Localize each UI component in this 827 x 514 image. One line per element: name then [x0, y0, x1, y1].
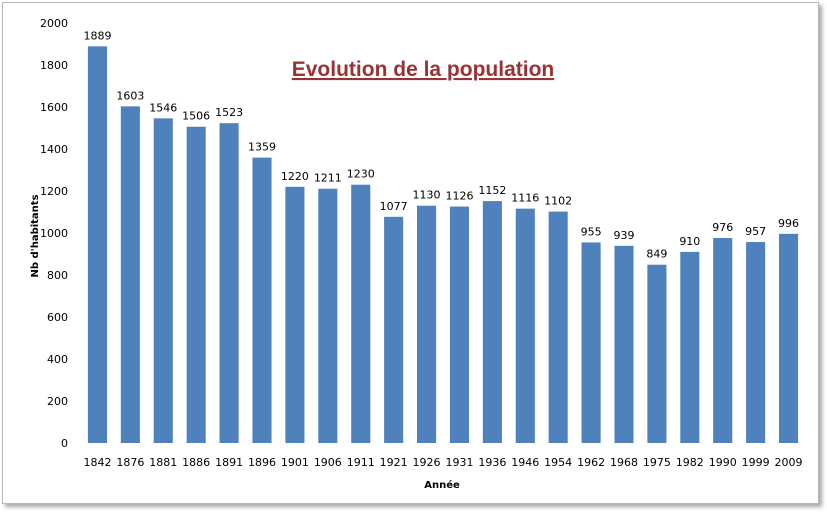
bar-1982	[680, 251, 700, 443]
bar-1911	[351, 184, 371, 443]
bar-1968	[614, 245, 634, 443]
data-label-2009: 996	[778, 217, 799, 230]
x-tick-label: 1876	[116, 456, 144, 469]
data-label-1921: 1077	[380, 200, 408, 213]
chart-title: Evolution de la population	[292, 58, 555, 81]
data-labels: 1889 1603 1546 1506 1523 1359 1220 1211 1230 1077…	[83, 29, 799, 260]
x-tick-label: 1975	[643, 456, 671, 469]
x-tick-label: 1842	[83, 456, 111, 469]
y-tick-label: 1800	[40, 59, 68, 72]
data-label-1886: 1506	[182, 110, 210, 123]
data-label-1896: 1359	[248, 141, 276, 154]
y-tick-label: 800	[47, 269, 68, 282]
y-tick-label: 1200	[40, 185, 68, 198]
data-label-1954: 1102	[544, 195, 572, 208]
data-label-1990: 976	[712, 221, 733, 234]
x-tick-label: 1962	[577, 456, 605, 469]
y-tick-label: 1400	[40, 143, 68, 156]
bar-1990	[713, 238, 733, 443]
y-tick-label: 2000	[40, 17, 68, 30]
bar-1891	[219, 123, 239, 444]
x-tick-label: 1891	[215, 456, 243, 469]
x-tick-label: 1954	[544, 456, 572, 469]
bar-1901	[285, 186, 305, 444]
data-label-1962: 955	[581, 225, 602, 238]
x-tick-label: 1906	[314, 456, 342, 469]
x-axis-title: Année	[424, 479, 460, 491]
bar-1962	[581, 242, 601, 443]
x-tick-label: 1901	[281, 456, 309, 469]
bar-1975	[647, 264, 667, 443]
bar-1999	[746, 242, 766, 443]
bar-1954	[548, 211, 568, 443]
bar-1946	[515, 208, 535, 443]
data-label-1982: 910	[679, 235, 700, 248]
x-tick-label: 1921	[380, 456, 408, 469]
x-tick-label: 1946	[511, 456, 539, 469]
x-tick-label: 1936	[478, 456, 506, 469]
x-tick-label: 2009	[775, 456, 803, 469]
bar-1931	[449, 206, 469, 443]
bar-1896	[252, 157, 272, 444]
y-tick-label: 400	[47, 353, 68, 366]
data-label-1931: 1126	[445, 190, 473, 203]
bar-1921	[384, 216, 404, 443]
y-tick-label: 1600	[40, 101, 68, 114]
bar-1936	[482, 201, 502, 443]
chart-frame: Evolution de la population Nb d'habitant…	[2, 2, 819, 504]
bar-1876	[120, 106, 140, 444]
bar-2009	[779, 233, 799, 443]
x-tick-label: 1990	[709, 456, 737, 469]
data-label-1926: 1130	[413, 189, 441, 202]
bars-group	[87, 46, 799, 444]
y-axis: 0 200 400 600 800 1000 1200 1400 1600 1800 2000	[40, 17, 68, 450]
bar-1881	[153, 118, 173, 443]
data-label-1876: 1603	[116, 89, 144, 102]
data-label-1946: 1116	[511, 192, 539, 205]
data-label-1968: 939	[614, 229, 635, 242]
x-axis: 1842 1876 1881 1886 1891 1896 1901 1906 1911 1921…	[83, 456, 802, 469]
x-tick-label: 1999	[742, 456, 770, 469]
data-label-1936: 1152	[478, 184, 506, 197]
y-axis-title: Nb d'habitants	[30, 194, 41, 277]
x-tick-label: 1926	[413, 456, 441, 469]
bar-chart: Evolution de la population Nb d'habitant…	[30, 17, 803, 491]
bar-1886	[186, 126, 206, 444]
x-tick-label: 1886	[182, 456, 210, 469]
data-label-1881: 1546	[149, 101, 177, 114]
x-tick-label: 1982	[676, 456, 704, 469]
x-tick-label: 1931	[445, 456, 473, 469]
y-tick-label: 200	[47, 395, 68, 408]
y-tick-label: 0	[61, 437, 68, 450]
data-label-1999: 957	[745, 225, 766, 238]
bar-1842	[87, 46, 107, 444]
bar-1906	[318, 188, 338, 443]
y-tick-label: 1000	[40, 227, 68, 240]
data-label-1842: 1889	[83, 29, 111, 42]
y-tick-label: 600	[47, 311, 68, 324]
data-label-1901: 1220	[281, 170, 309, 183]
data-label-1975: 849	[646, 248, 667, 261]
bar-1926	[417, 205, 437, 443]
data-label-1891: 1523	[215, 106, 243, 119]
x-tick-label: 1968	[610, 456, 638, 469]
x-tick-label: 1896	[248, 456, 276, 469]
x-tick-label: 1911	[347, 456, 375, 469]
data-label-1906: 1211	[314, 172, 342, 185]
data-label-1911: 1230	[347, 168, 375, 181]
x-tick-label: 1881	[149, 456, 177, 469]
